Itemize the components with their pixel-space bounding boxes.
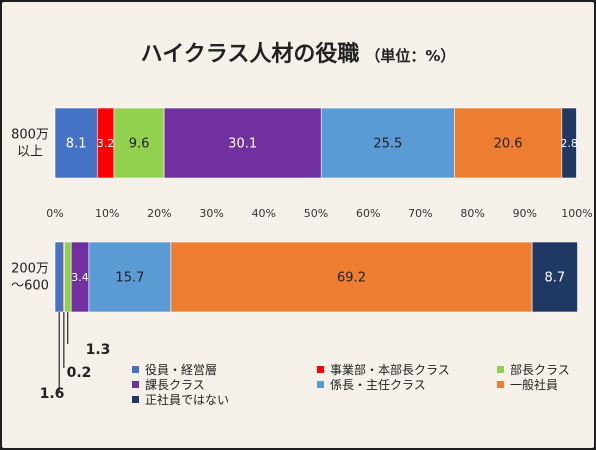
x-tick-label: 30%	[199, 207, 223, 220]
x-tick-label: 40%	[252, 207, 276, 220]
x-tick-label: 100%	[561, 207, 592, 220]
bar-segment	[88, 241, 172, 313]
category-label: 200万	[11, 262, 49, 277]
data-label: 8.7	[544, 271, 565, 286]
category-label: ～600	[11, 279, 49, 294]
legend-label: 事業部・本部長クラス	[330, 363, 450, 377]
data-label: 20.6	[494, 137, 523, 152]
x-tick-label: 70%	[408, 207, 432, 220]
x-tick-label: 20%	[147, 207, 171, 220]
legend-item: 役員・経営層	[132, 361, 217, 378]
bar-segment	[531, 241, 578, 313]
data-label: 9.6	[129, 137, 150, 152]
legend-item: 事業部・本部長クラス	[317, 361, 450, 378]
x-tick-label: 50%	[304, 207, 328, 220]
legend-label: 課長クラス	[145, 378, 205, 392]
legend-label: 係長・主任クラス	[330, 378, 426, 392]
data-label: 25.5	[373, 137, 402, 152]
legend-label: 一般社員	[510, 378, 559, 392]
legend-swatch	[317, 381, 324, 388]
legend-label: 正社員ではない	[145, 393, 230, 407]
chart-title: ハイクラス人材の役職 （単位：%）	[0, 36, 596, 68]
legend-label: 部長クラス	[510, 363, 570, 377]
bar-segment	[54, 241, 64, 313]
data-label: 2.8	[560, 137, 578, 150]
data-label: 15.7	[115, 271, 144, 286]
legend-swatch	[132, 396, 139, 403]
callout-label: 0.2	[67, 365, 92, 381]
legend-swatch	[132, 381, 139, 388]
data-label: 30.1	[228, 137, 257, 152]
callout-label: 1.6	[40, 386, 65, 402]
x-tick-label: 90%	[513, 207, 537, 220]
data-label: 69.2	[337, 271, 366, 286]
chart-title-text: ハイクラス人材の役職	[140, 42, 360, 67]
data-label: 8.1	[66, 137, 87, 152]
category-label: 800万	[11, 128, 49, 143]
legend-item: 正社員ではない	[132, 391, 229, 408]
legend-item: 一般社員	[497, 376, 558, 393]
x-tick-label: 0%	[46, 207, 63, 220]
bar-segment	[163, 107, 322, 179]
bar-segment	[170, 241, 533, 313]
chart-unit: （単位：%）	[365, 47, 456, 65]
legend-swatch	[497, 381, 504, 388]
legend-item: 係長・主任クラス	[317, 376, 426, 393]
data-label: 3.2	[97, 137, 115, 150]
legend-label: 役員・経営層	[145, 363, 218, 377]
x-tick-label: 80%	[460, 207, 484, 220]
legend-swatch	[317, 366, 324, 373]
callout-label: 1.3	[86, 342, 111, 358]
legend-item: 課長クラス	[132, 376, 205, 393]
bar-segment	[320, 107, 455, 179]
x-tick-label: 60%	[356, 207, 380, 220]
data-label: 3.4	[71, 271, 89, 284]
legend-swatch	[132, 366, 139, 373]
bar-segment	[454, 107, 563, 179]
bar-segment	[64, 241, 72, 313]
category-label: 以上	[17, 145, 43, 160]
x-tick-label: 10%	[95, 207, 119, 220]
bar-segment	[561, 107, 577, 179]
legend-swatch	[497, 366, 504, 373]
legend-item: 部長クラス	[497, 361, 570, 378]
